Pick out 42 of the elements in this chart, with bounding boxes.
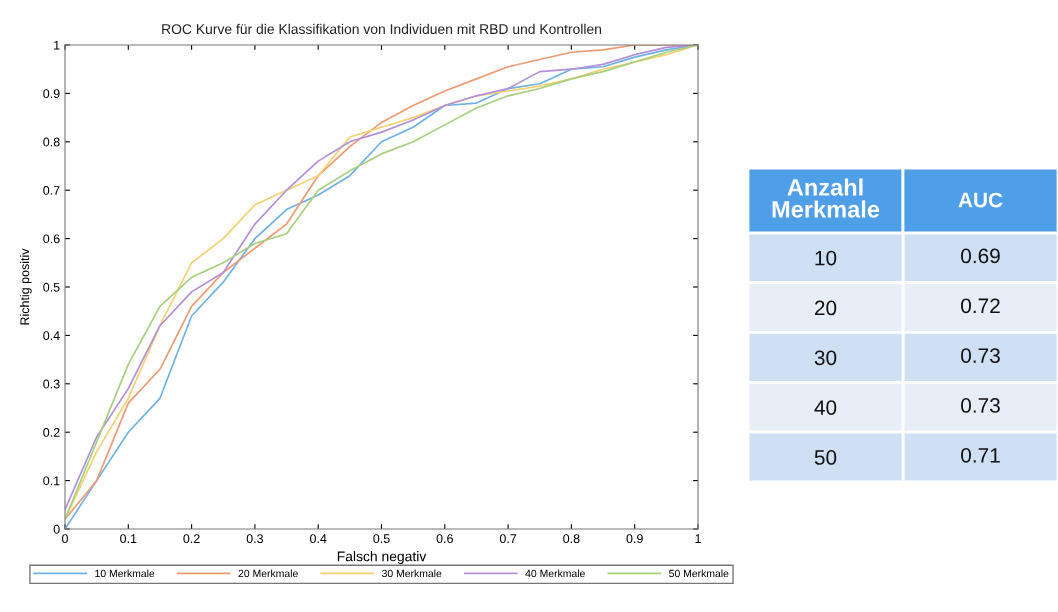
y-tick-label: 0 bbox=[53, 524, 60, 534]
y-tick-label: 0.7 bbox=[43, 186, 60, 195]
legend-label: 30 Merkmale bbox=[382, 569, 442, 578]
data-label: 0.73 bbox=[961, 398, 1000, 413]
x-tick-label: 0.6 bbox=[436, 534, 453, 544]
x-tick-label: 0.5 bbox=[373, 534, 390, 544]
y-axis-title: Anzahl Merkmale bbox=[772, 178, 880, 218]
y-tick-label: 30 bbox=[814, 350, 837, 366]
x-tick-label: 1 bbox=[695, 534, 701, 543]
y-tick-label: 0.3 bbox=[43, 379, 60, 389]
x-tick-label: 0.1 bbox=[120, 534, 137, 544]
legend-label: 50 Merkmale bbox=[669, 569, 729, 578]
legend-label: 40 Merkmale bbox=[525, 569, 585, 578]
y-tick-label: 0.4 bbox=[43, 331, 60, 341]
x-tick-label: 0.4 bbox=[310, 534, 327, 544]
x-tick-label: 0.9 bbox=[626, 534, 643, 544]
y-tick-label: 0.8 bbox=[43, 137, 60, 147]
data-label: 0.71 bbox=[961, 447, 1000, 463]
legend-label: 10 Merkmale bbox=[95, 569, 155, 578]
legend-label: 20 Merkmale bbox=[238, 569, 298, 578]
chart-title: ROC Kurve für die Klassifikation von Individuen mit RBD und Kontrollen bbox=[162, 23, 602, 35]
y-tick-label: 0.6 bbox=[43, 234, 60, 244]
y-tick-label: 50 bbox=[814, 450, 837, 465]
y-tick-label: 0.1 bbox=[43, 476, 60, 486]
y-tick-label: 10 bbox=[815, 250, 837, 266]
x-axis-title: Falsch negativ bbox=[337, 551, 427, 565]
y-tick-label: 0.5 bbox=[43, 282, 60, 292]
y-tick-label: 1 bbox=[54, 40, 60, 50]
y-tick-label: 0.2 bbox=[43, 428, 60, 437]
x-tick-label: 0.8 bbox=[563, 534, 580, 544]
x-tick-label: 0.2 bbox=[183, 534, 200, 544]
data-label: 0.72 bbox=[961, 298, 1000, 314]
x-tick-label: 0.7 bbox=[499, 534, 517, 544]
y-tick-label: 20 bbox=[814, 300, 837, 316]
data-label: 0.73 bbox=[961, 348, 1000, 363]
x-tick-label: 0.3 bbox=[246, 534, 264, 544]
data-label: 0.69 bbox=[961, 248, 1000, 264]
y-axis-title: Richtig positiv bbox=[20, 248, 32, 325]
y-tick-label: 40 bbox=[814, 400, 837, 415]
x-tick-label: AUC bbox=[958, 192, 1003, 208]
x-tick-label: 0 bbox=[62, 534, 68, 544]
y-tick-label: 0.9 bbox=[43, 89, 60, 99]
